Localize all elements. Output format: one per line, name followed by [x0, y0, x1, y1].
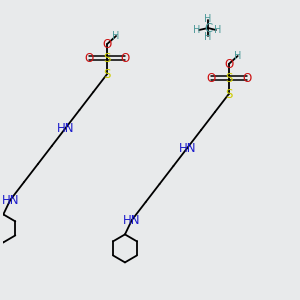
Text: H: H — [234, 51, 242, 61]
Text: O: O — [242, 71, 251, 85]
Text: H: H — [214, 25, 222, 35]
Text: HN: HN — [2, 194, 19, 206]
Text: S: S — [103, 52, 111, 64]
Text: O: O — [120, 52, 130, 64]
Text: S: S — [225, 88, 232, 100]
Text: HN: HN — [178, 142, 196, 154]
Text: HN: HN — [123, 214, 141, 226]
Text: O: O — [103, 38, 112, 50]
Text: H: H — [204, 32, 212, 42]
Text: H: H — [194, 25, 201, 35]
Text: H: H — [204, 14, 212, 24]
Text: HN: HN — [57, 122, 74, 134]
Text: O: O — [224, 58, 233, 70]
Text: O: O — [206, 71, 216, 85]
Text: C: C — [204, 22, 212, 34]
Text: S: S — [103, 68, 111, 80]
Text: S: S — [225, 71, 232, 85]
Text: O: O — [85, 52, 94, 64]
Text: H: H — [112, 31, 120, 41]
